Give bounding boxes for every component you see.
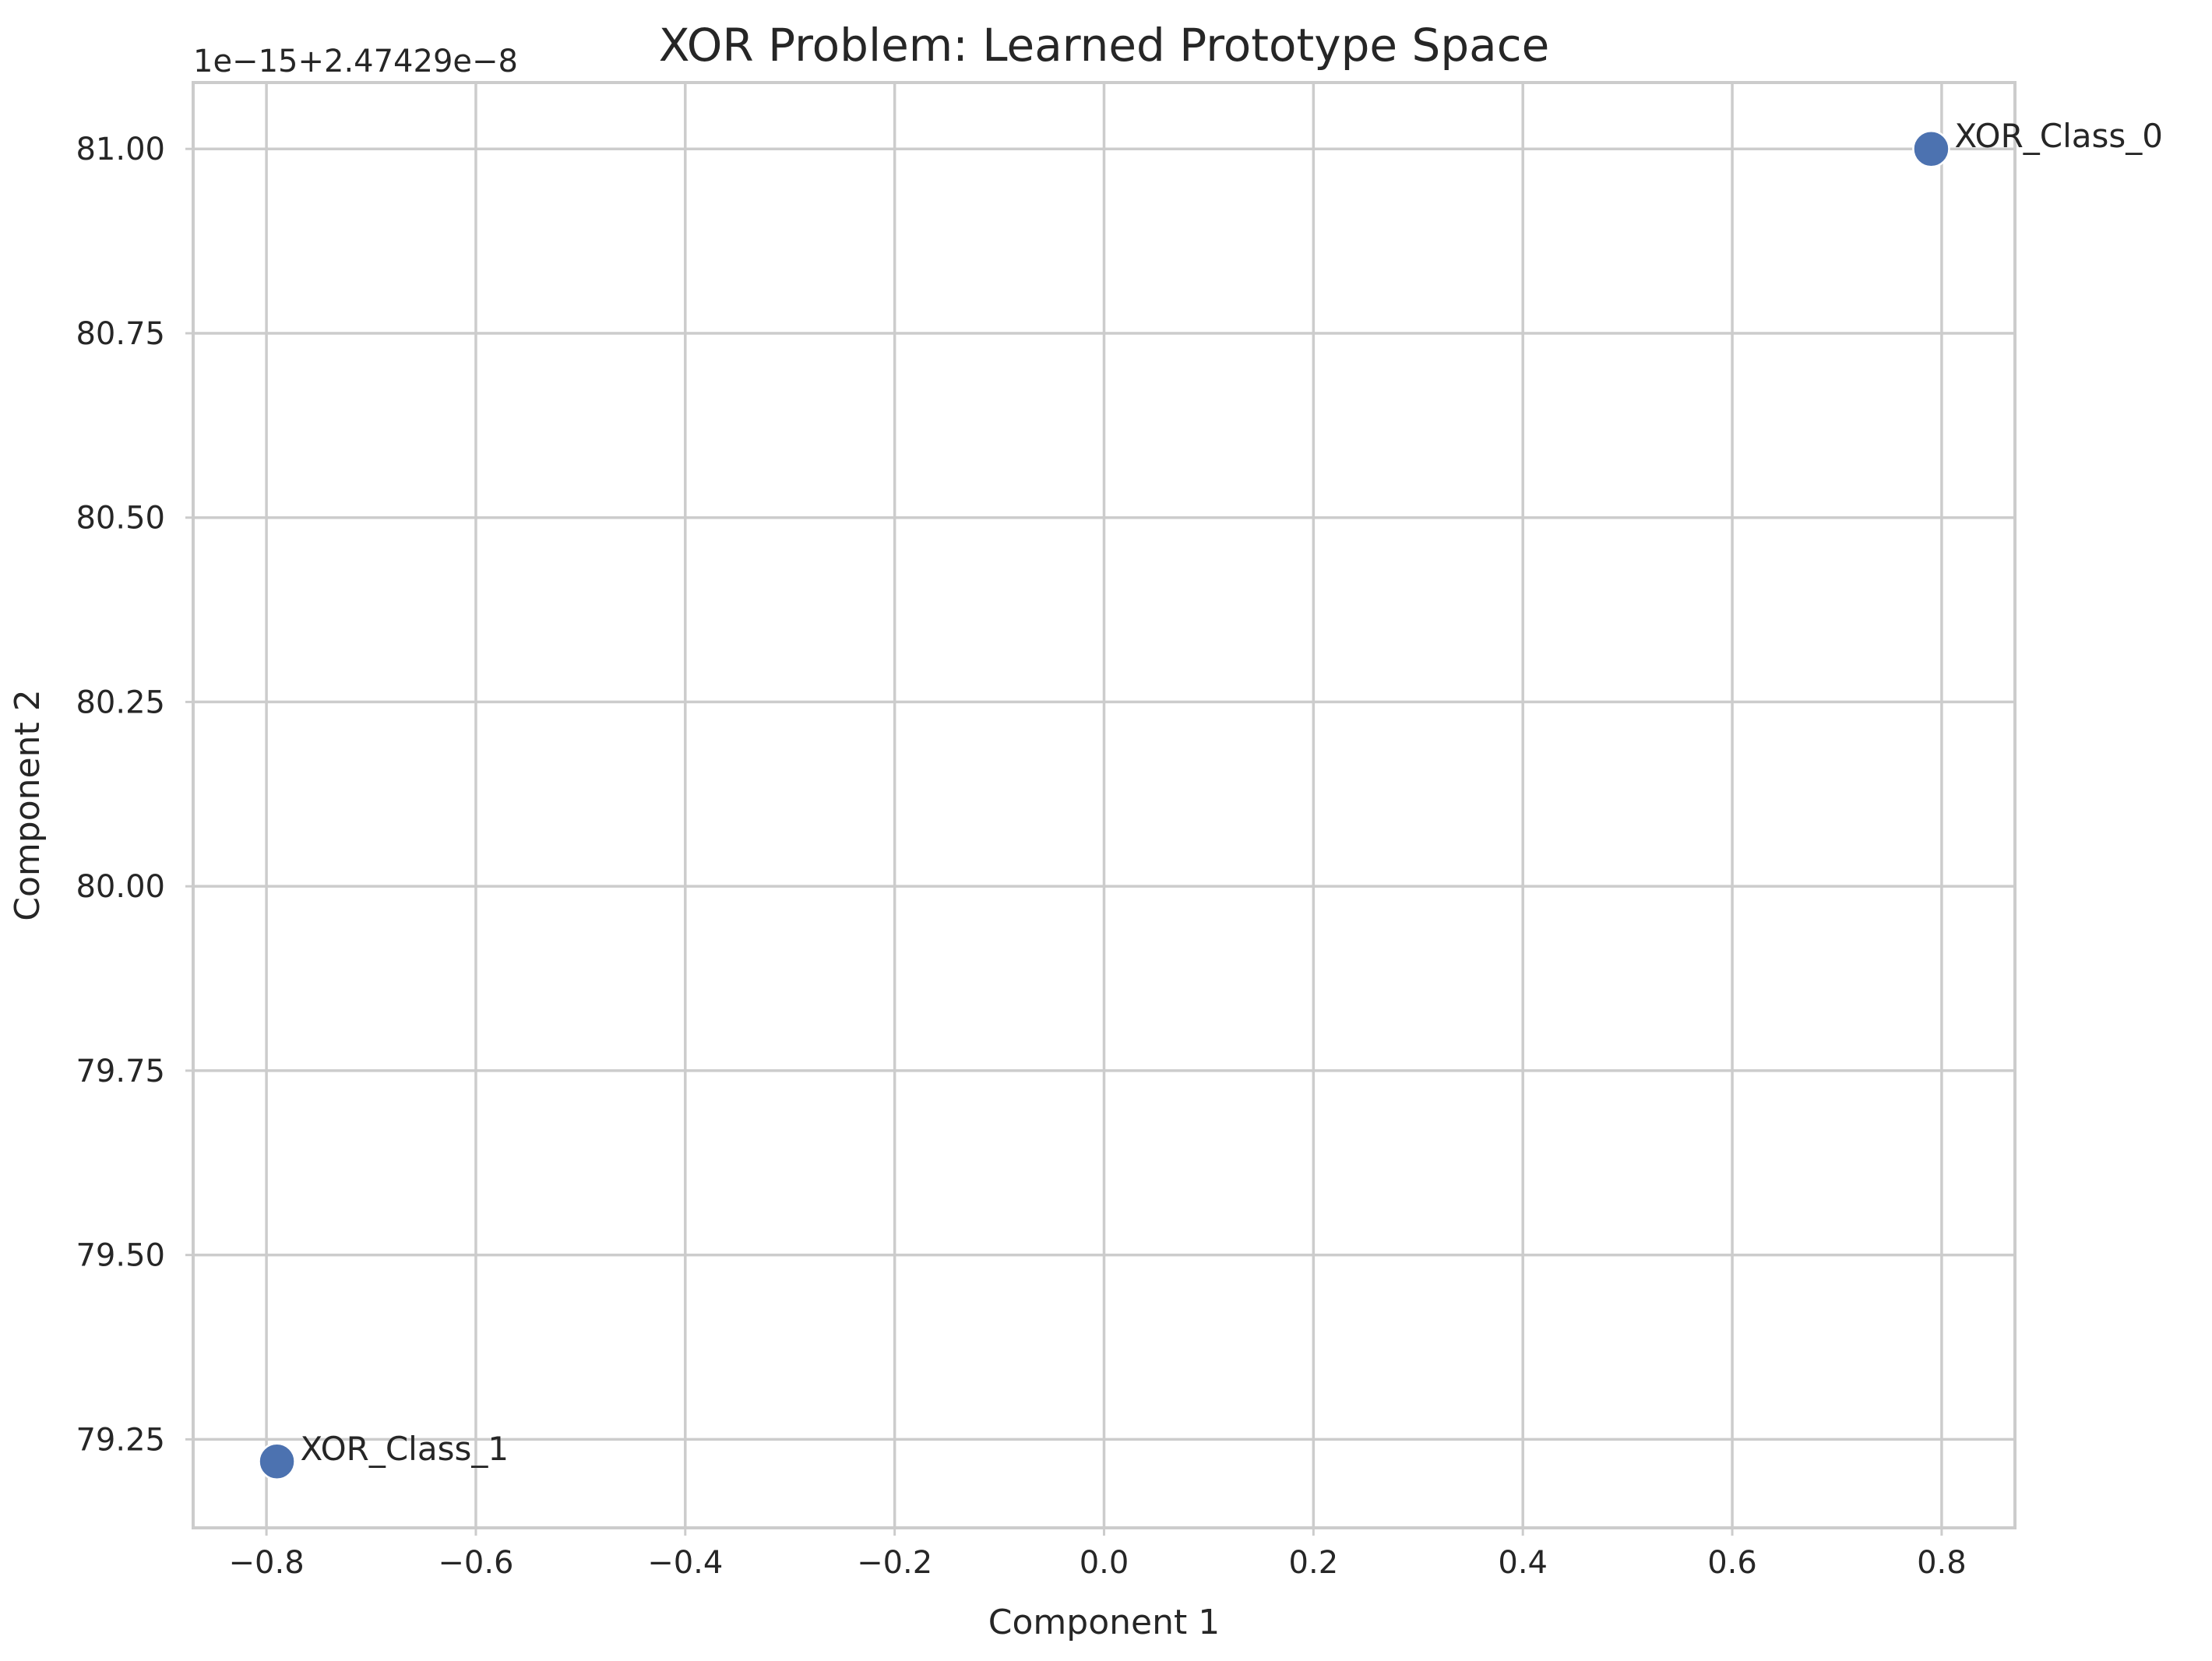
data-points: XOR_Class_0 XOR_Class_1: [258, 117, 2163, 1481]
axis-ticks: −0.8 −0.6 −0.4 −0.2 0.0 0.2 0.4 0.6 0.8 79.25 79.5…: [76, 132, 1966, 1581]
x-tick-label: −0.6: [438, 1545, 513, 1581]
x-tick-label: 0.2: [1289, 1545, 1339, 1581]
y-tick-label: 79.75: [76, 1054, 165, 1089]
chart-title: XOR Problem: Learned Prototype Space: [659, 19, 1550, 72]
grid-lines: [193, 83, 2015, 1528]
y-tick-label: 81.00: [76, 132, 165, 167]
y-tick-label: 79.50: [76, 1238, 165, 1274]
y-tick-label: 80.75: [76, 316, 165, 352]
data-point: [258, 1442, 296, 1481]
x-tick-label: 0.0: [1080, 1545, 1129, 1581]
data-point: [1912, 129, 1950, 168]
y-tick-label: 79.25: [76, 1422, 165, 1458]
y-tick-label: 80.50: [76, 501, 165, 537]
x-tick-label: −0.8: [229, 1545, 305, 1581]
x-tick-label: 0.4: [1498, 1545, 1548, 1581]
x-tick-label: 0.6: [1707, 1545, 1757, 1581]
y-axis-offset-label: 1e−15+2.47429e−8: [193, 44, 518, 79]
y-tick-label: 80.00: [76, 869, 165, 905]
point-label: XOR_Class_1: [301, 1430, 509, 1468]
x-axis-label: Component 1: [988, 1603, 1220, 1642]
y-axis-label: Component 2: [8, 689, 48, 920]
y-tick-label: 80.25: [76, 684, 165, 720]
point-label: XOR_Class_0: [1954, 117, 2163, 155]
x-tick-label: −0.2: [857, 1545, 932, 1581]
x-tick-label: −0.4: [647, 1545, 723, 1581]
x-tick-label: 0.8: [1917, 1545, 1967, 1581]
